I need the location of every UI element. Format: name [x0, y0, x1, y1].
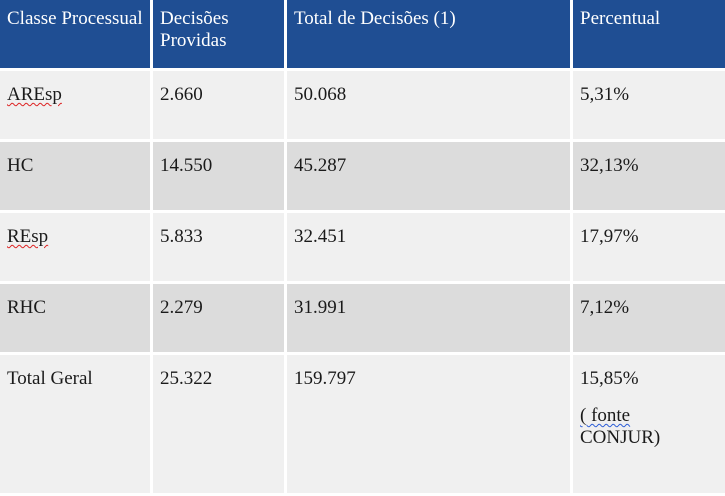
cell-percentual: 7,12% — [573, 284, 725, 352]
cell-providas: 2.279 — [153, 284, 284, 352]
cell-total: 31.991 — [287, 284, 570, 352]
source-note-open: ( fonte — [580, 405, 631, 426]
table-row: RHC 2.279 31.991 7,12% — [0, 284, 725, 352]
cell-percentual: 17,97% — [573, 213, 725, 281]
table-row: REsp 5.833 32.451 17,97% — [0, 213, 725, 281]
cell-classe: RHC — [0, 284, 150, 352]
cell-total: 50.068 — [287, 71, 570, 139]
cell-providas: 2.660 — [153, 71, 284, 139]
header-classe-processual: Classe Processual — [0, 0, 150, 68]
cell-percentual: 32,13% — [573, 142, 725, 210]
cell-total: 45.287 — [287, 142, 570, 210]
cell-total-decisoes: 159.797 — [287, 355, 570, 493]
header-decisoes-providas: Decisões Providas — [153, 0, 284, 68]
cell-classe: AREsp — [0, 71, 150, 139]
cell-total-label: Total Geral — [0, 355, 150, 493]
source-note-name: CONJUR) — [580, 427, 661, 448]
cell-providas: 14.550 — [153, 142, 284, 210]
cell-total-percentual: 15,85% ( fonte CONJUR) — [573, 355, 725, 493]
table-row: HC 14.550 45.287 32,13% — [0, 142, 725, 210]
source-note: ( fonte CONJUR) — [580, 405, 725, 449]
table-total-row: Total Geral 25.322 159.797 15,85% ( font… — [0, 355, 725, 493]
cell-total: 32.451 — [287, 213, 570, 281]
cell-percentual: 5,31% — [573, 71, 725, 139]
cell-classe-text: REsp — [7, 226, 49, 247]
header-total-decisoes: Total de Decisões (1) — [287, 0, 570, 68]
cell-classe-text: AREsp — [7, 84, 62, 105]
cell-providas: 5.833 — [153, 213, 284, 281]
cell-classe: REsp — [0, 213, 150, 281]
cell-classe: HC — [0, 142, 150, 210]
header-percentual: Percentual — [573, 0, 725, 68]
cell-total-providas: 25.322 — [153, 355, 284, 493]
total-percentual-value: 15,85% — [580, 368, 639, 389]
table-header-row: Classe Processual Decisões Providas Tota… — [0, 0, 725, 68]
table-row: AREsp 2.660 50.068 5,31% — [0, 71, 725, 139]
